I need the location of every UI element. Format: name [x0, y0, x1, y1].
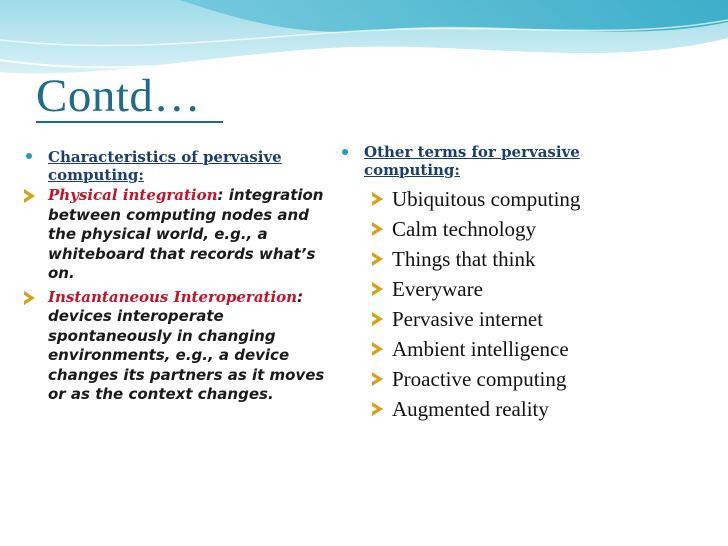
list-item: Ubiquitous computing [340, 187, 640, 212]
term-label: Pervasive internet [392, 307, 544, 331]
arrow-bullet-icon [372, 192, 383, 206]
arrow-bullet-icon [372, 402, 383, 416]
list-item: Proactive computing [340, 367, 640, 392]
arrow-bullet-icon [372, 222, 383, 236]
left-item-text: Instantaneous Interoperation: devices in… [48, 288, 334, 405]
arrow-bullet-icon [372, 312, 383, 326]
right-heading: Other terms for pervasive computing: [364, 143, 580, 179]
list-item: Pervasive internet [340, 307, 640, 332]
term-label: Ubiquitous computing [392, 187, 581, 211]
bullet-dot-icon [342, 149, 348, 155]
arrow-bullet-icon [372, 252, 383, 266]
term-label: Everyware [392, 277, 483, 301]
arrow-bullet-icon [372, 282, 383, 296]
term-physical-integration: Physical integration [48, 186, 218, 204]
right-column: Other terms for pervasive computing: Ubi… [340, 143, 640, 427]
right-heading-item: Other terms for pervasive computing: [340, 143, 640, 179]
other-terms-list: Ubiquitous computing Calm technology Thi… [340, 187, 640, 422]
list-item: Calm technology [340, 217, 640, 242]
left-column: Characteristics of pervasive computing: … [24, 148, 334, 405]
title-underline [36, 121, 223, 123]
left-item-physical-integration: Physical integration: integration betwee… [24, 186, 334, 284]
left-heading-item: Characteristics of pervasive computing: [24, 148, 334, 184]
term-label: Things that think [392, 247, 536, 271]
arrow-bullet-icon [24, 290, 35, 305]
list-item: Ambient intelligence [340, 337, 640, 362]
arrow-bullet-icon [372, 372, 383, 386]
term-label: Ambient intelligence [392, 337, 569, 361]
term-label: Calm technology [392, 217, 537, 241]
left-item-text: Physical integration: integration betwee… [48, 186, 334, 284]
physical-integration-desc: : integration between computing nodes an… [48, 186, 324, 282]
instantaneous-interoperation-desc: : devices interoperate spontaneously in … [48, 287, 325, 404]
list-item: Everyware [340, 277, 640, 302]
header-wave-decoration [0, 0, 728, 95]
arrow-bullet-icon [372, 342, 383, 356]
slide-title: Contd… [36, 70, 201, 122]
list-item: Augmented reality [340, 397, 640, 422]
left-item-instantaneous-interoperation: Instantaneous Interoperation: devices in… [24, 288, 334, 405]
list-item: Things that think [340, 247, 640, 272]
left-heading: Characteristics of pervasive computing: [48, 148, 282, 184]
arrow-bullet-icon [24, 189, 35, 203]
term-label: Augmented reality [392, 397, 549, 421]
term-label: Proactive computing [392, 367, 567, 391]
term-instantaneous-interoperation: Instantaneous Interoperation [48, 287, 298, 306]
bullet-dot-icon [26, 153, 32, 159]
